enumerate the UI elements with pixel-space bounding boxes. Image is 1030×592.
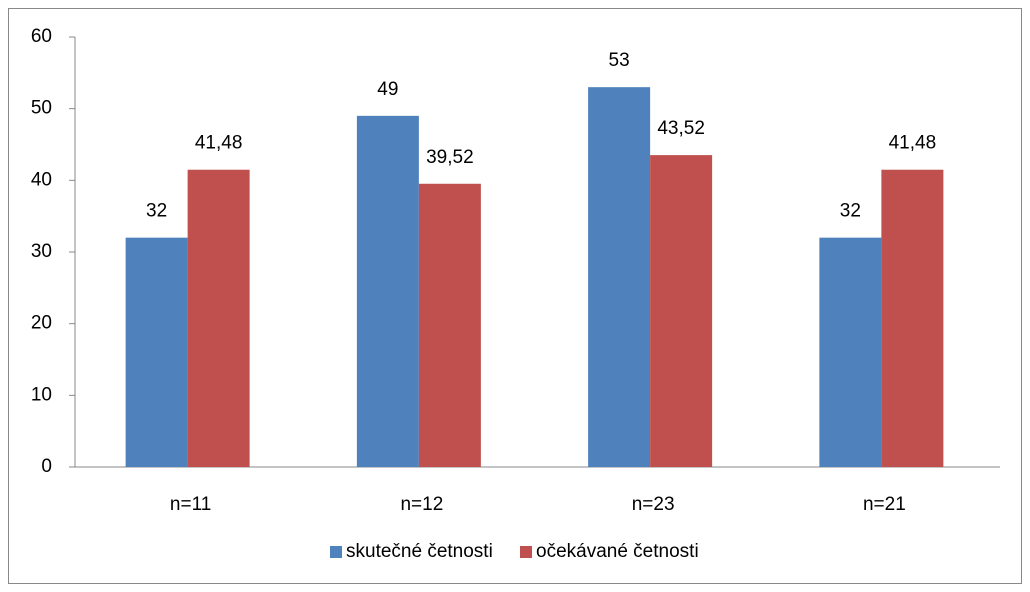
data-label: 43,52: [657, 118, 705, 139]
data-label: 32: [146, 201, 167, 222]
bar: [650, 155, 713, 467]
legend-swatch: [520, 546, 532, 558]
bar: [819, 237, 882, 467]
bar: [588, 87, 651, 468]
data-label: 53: [609, 50, 630, 71]
y-tick-label: 50: [31, 98, 52, 119]
y-tick-label: 60: [31, 26, 52, 47]
y-tick-label: 40: [31, 169, 52, 190]
y-tick-label: 10: [31, 384, 52, 405]
y-tick-label: 0: [41, 456, 52, 477]
legend-swatch: [330, 546, 342, 558]
legend-label: očekávané četnosti: [536, 541, 699, 562]
data-label: 39,52: [426, 147, 474, 168]
data-label: 49: [377, 79, 398, 100]
x-tick-label: n=23: [632, 494, 675, 515]
x-tick-label: n=12: [400, 494, 443, 515]
x-tick-label: n=21: [863, 494, 906, 515]
x-tick-label: n=11: [170, 494, 211, 515]
y-tick-label: 30: [31, 241, 52, 262]
data-label: 32: [840, 201, 861, 222]
legend-label: skutečné četnosti: [346, 541, 493, 562]
bar: [125, 237, 188, 467]
bar: [187, 169, 250, 467]
data-label: 41,48: [889, 133, 937, 154]
data-label: 41,48: [195, 133, 243, 154]
bar: [881, 169, 944, 467]
bar: [356, 115, 419, 467]
bar: [418, 183, 481, 468]
y-tick-label: 20: [31, 313, 52, 334]
